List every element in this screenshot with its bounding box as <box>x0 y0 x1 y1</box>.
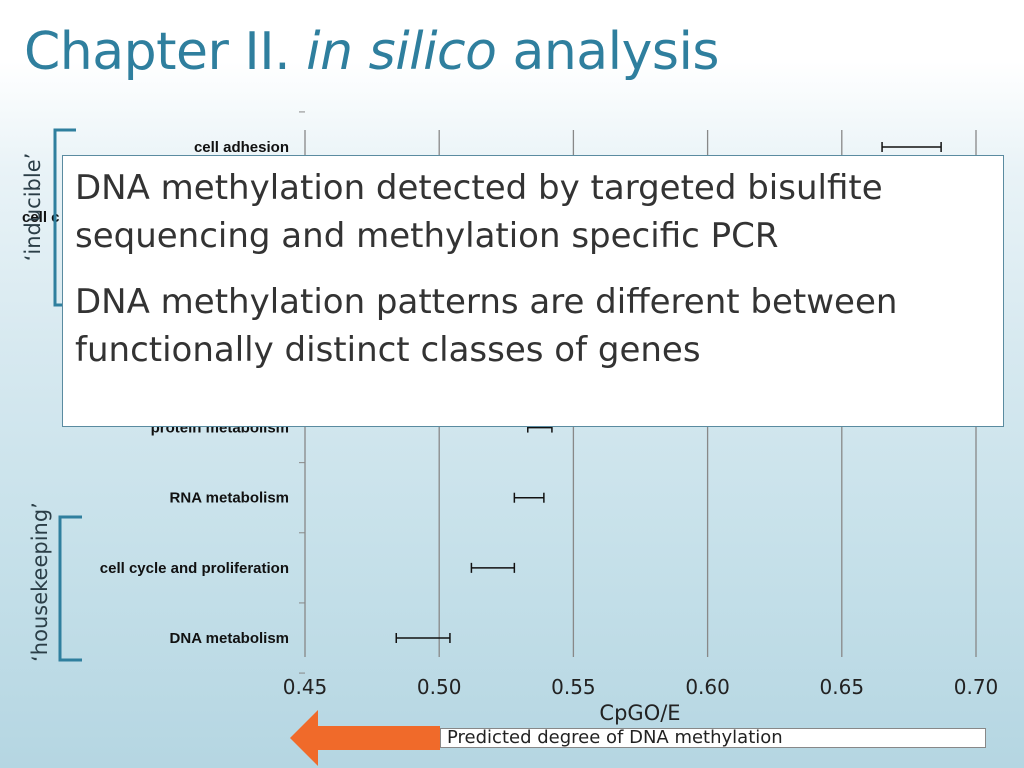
arrow-left-icon <box>290 710 440 766</box>
category-label: cell c <box>22 209 60 226</box>
x-tick-label: 0.50 <box>417 675 462 699</box>
overlay-paragraph-1: DNA methylation detected by targeted bis… <box>75 168 883 256</box>
title-prefix: Chapter II. <box>24 22 307 82</box>
x-tick-label: 0.45 <box>283 675 328 699</box>
housekeeping-label: ‘housekeeping’ <box>28 502 52 662</box>
inducible-bracket <box>53 128 76 307</box>
chart-x-tick-labels: 0.45 0.50 0.55 0.60 0.65 0.70 <box>283 675 999 699</box>
x-tick-label: 0.60 <box>685 675 730 699</box>
category-label: cell cycle and proliferation <box>100 560 289 577</box>
overlay-paragraph-2: DNA methylation patterns are different b… <box>75 282 898 370</box>
category-label: cell adhesion <box>194 139 289 156</box>
x-axis-title: CpGO/E <box>599 701 680 725</box>
x-tick-label: 0.55 <box>551 675 596 699</box>
arrow-label: Predicted degree of DNA methylation <box>440 728 986 748</box>
x-tick-label: 0.65 <box>820 675 865 699</box>
slide-title: Chapter II. in silico analysis <box>24 22 720 82</box>
x-tick-label: 0.70 <box>954 675 999 699</box>
housekeeping-bracket <box>58 515 82 662</box>
text-overlay-box: DNA methylation detected by targeted bis… <box>62 155 1004 427</box>
category-label: RNA metabolism <box>170 490 289 507</box>
category-label: DNA metabolism <box>170 630 289 647</box>
title-suffix: analysis <box>496 22 720 82</box>
title-italic: in silico <box>306 22 497 82</box>
inducible-label: ‘inducible’ <box>21 153 45 262</box>
